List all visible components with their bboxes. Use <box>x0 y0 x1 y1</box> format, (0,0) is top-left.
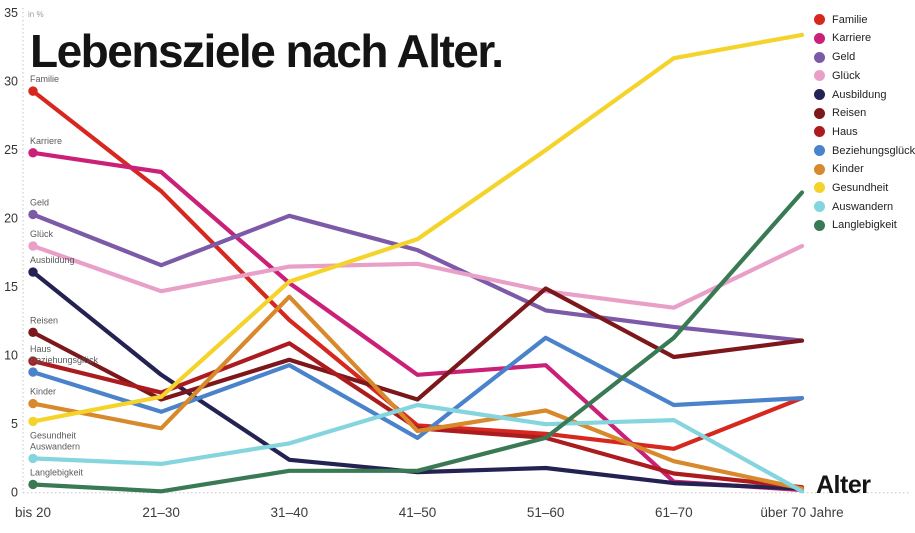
series-label-Glück: Glück <box>30 229 54 239</box>
series-label-Gesundheit: Gesundheit <box>30 430 77 440</box>
legend-item-Reisen: Reisen <box>814 107 915 119</box>
legend-dot-Langlebigkeit <box>814 219 825 231</box>
legend-dot-Reisen <box>814 107 825 119</box>
legend-dot-Haus <box>814 126 825 138</box>
series-start-dot-Beziehungsglück <box>28 367 38 377</box>
y-tick-label: 15 <box>4 280 18 294</box>
y-tick-label: 25 <box>4 143 18 157</box>
series-start-dot-Ausbildung <box>28 267 38 277</box>
series-start-dot-Karriere <box>28 148 38 158</box>
series-line-Auswandern <box>30 402 805 494</box>
series-start-dot-Glück <box>28 241 38 251</box>
y-tick-label: 20 <box>4 212 18 226</box>
legend-item-Haus: Haus <box>814 126 915 138</box>
y-tick-label: 0 <box>11 486 18 500</box>
legend-dot-Karriere <box>814 32 825 44</box>
page-title: Lebensziele nach Alter. <box>30 25 504 77</box>
series-line-Beziehungsglück <box>30 335 805 440</box>
series-label-Familie: Familie <box>30 74 59 84</box>
legend-label-Familie: Familie <box>832 13 868 26</box>
x-tick-label: 31–40 <box>271 505 309 520</box>
series-line-Familie <box>30 89 805 451</box>
series-line-Kinder <box>30 294 805 491</box>
legend-dot-Glück <box>814 70 825 82</box>
legend-label-Reisen: Reisen <box>832 107 867 120</box>
series-label-Kinder: Kinder <box>30 387 56 397</box>
legend-dot-Ausbildung <box>814 89 825 100</box>
x-tick-label: 51–60 <box>527 505 565 520</box>
legend-label-Beziehungsglück: Beziehungsglück <box>832 144 915 157</box>
legend-label-Glück: Glück <box>832 69 861 82</box>
x-axis-title: Alter <box>816 471 871 499</box>
legend-item-Gesundheit: Gesundheit <box>814 182 915 194</box>
legend-label-Karriere: Karriere <box>832 32 872 45</box>
series-line-Ausbildung <box>30 269 805 491</box>
legend-item-Ausbildung: Ausbildung <box>814 89 915 101</box>
legend-label-Geld: Geld <box>832 51 856 64</box>
series-line-Langlebigkeit <box>30 190 805 494</box>
y-tick-label: 30 <box>4 75 18 89</box>
series-label-Haus: Haus <box>30 344 52 354</box>
legend-item-Glück: Glück <box>814 70 915 82</box>
y-tick-label: 35 <box>4 6 18 20</box>
legend-label-Ausbildung: Ausbildung <box>832 88 887 101</box>
legend-dot-Beziehungsglück <box>814 145 825 157</box>
legend-label-Haus: Haus <box>832 125 858 138</box>
x-tick-label: 61–70 <box>655 505 693 520</box>
legend: Familie Karriere Geld Glück Ausbildung Reisen… <box>814 14 915 231</box>
series-line-Reisen <box>30 286 805 402</box>
legend-item-Karriere: Karriere <box>814 32 915 45</box>
legend-item-Geld: Geld <box>814 51 915 63</box>
legend-label-Gesundheit: Gesundheit <box>832 181 889 194</box>
legend-label-Kinder: Kinder <box>832 163 864 176</box>
legend-dot-Auswandern <box>814 201 825 213</box>
legend-dot-Familie <box>814 14 825 26</box>
series-line-Geld <box>30 212 805 343</box>
y-tick-label: 5 <box>11 417 18 431</box>
series-start-dot-Kinder <box>28 398 38 409</box>
series-label-Reisen: Reisen <box>30 315 58 325</box>
series-label-Ausbildung: Ausbildung <box>30 255 75 265</box>
series-label-Langlebigkeit: Langlebigkeit <box>30 467 84 477</box>
series-label-Karriere: Karriere <box>30 136 62 146</box>
series-start-dot-Haus <box>28 356 38 366</box>
series-start-dot-Langlebigkeit <box>28 479 38 490</box>
legend-item-Auswandern: Auswandern <box>814 201 915 213</box>
series-start-dot-Auswandern <box>28 453 38 464</box>
series-label-Beziehungsglück: Beziehungsglück <box>30 355 99 365</box>
series-label-Auswandern: Auswandern <box>30 441 80 451</box>
series-line-Gesundheit <box>30 32 805 424</box>
x-tick-label: 21–30 <box>142 505 180 520</box>
legend-dot-Gesundheit <box>814 182 825 194</box>
legend-item-Kinder: Kinder <box>814 163 915 176</box>
legend-item-Beziehungsglück: Beziehungsglück <box>814 145 915 157</box>
series-start-dot-Gesundheit <box>28 416 38 427</box>
y-tick-label: 10 <box>4 349 18 363</box>
legend-dot-Geld <box>814 51 825 63</box>
legend-label-Langlebigkeit: Langlebigkeit <box>832 219 897 232</box>
series-start-dot-Geld <box>28 209 38 220</box>
series-line-Glück <box>30 243 805 310</box>
x-tick-label: 41–50 <box>399 505 437 520</box>
series-label-Geld: Geld <box>30 197 49 207</box>
x-tick-label: über 70 Jahre <box>760 505 843 520</box>
legend-item-Langlebigkeit: Langlebigkeit <box>814 219 915 232</box>
x-tick-label: bis 20 <box>15 505 51 520</box>
legend-dot-Kinder <box>814 163 825 175</box>
legend-label-Auswandern: Auswandern <box>832 200 894 213</box>
series-start-dot-Familie <box>28 86 38 96</box>
series-start-dot-Reisen <box>28 327 38 338</box>
y-axis-unit-label: in % <box>28 10 44 19</box>
legend-item-Familie: Familie <box>814 14 915 26</box>
